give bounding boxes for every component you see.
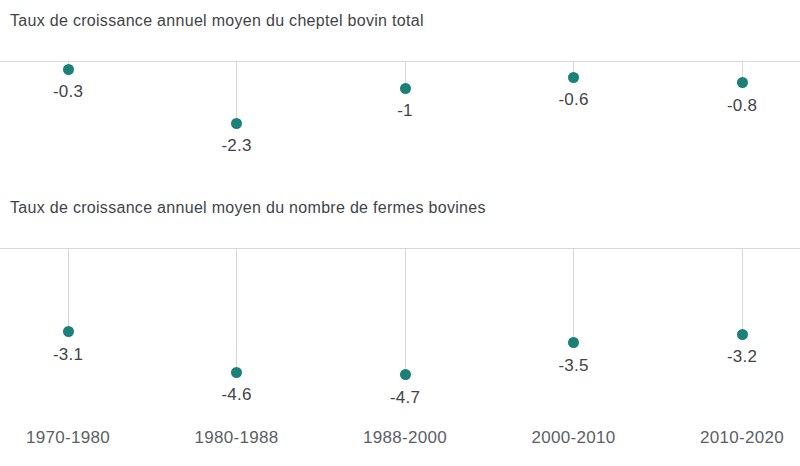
data-point-dot: [737, 77, 748, 88]
value-label: -3.2: [697, 347, 787, 367]
value-label: -4.6: [192, 385, 282, 405]
data-point-dot: [568, 337, 579, 348]
stem-line: [236, 61, 237, 123]
data-point-dot: [400, 369, 411, 380]
x-axis-tick-label: 1988-2000: [330, 428, 480, 448]
value-label: -3.5: [529, 356, 619, 376]
x-axis-tick-label: 1980-1988: [162, 428, 312, 448]
value-label: -0.3: [23, 82, 113, 102]
data-point-dot: [568, 72, 579, 83]
dual-lollipop-chart: Taux de croissance annuel moyen du chept…: [0, 0, 800, 466]
value-label: -1: [360, 101, 450, 121]
chart-title-cheptel-bovin: Taux de croissance annuel moyen du chept…: [10, 11, 424, 31]
value-label: -4.7: [360, 388, 450, 408]
value-label: -0.6: [529, 90, 619, 110]
stem-line: [236, 248, 237, 372]
value-label: -3.1: [23, 345, 113, 365]
data-point-dot: [400, 83, 411, 94]
x-axis-tick-label: 2000-2010: [499, 428, 649, 448]
data-point-dot: [63, 326, 74, 337]
data-point-dot: [231, 367, 242, 378]
value-label: -2.3: [192, 136, 282, 156]
x-axis-tick-label: 1970-1980: [0, 428, 143, 448]
x-axis-tick-label: 2010-2020: [667, 428, 800, 448]
data-point-dot: [737, 329, 748, 340]
x-axis-line-top-chart: [0, 61, 800, 62]
x-axis-line-bottom-chart: [0, 248, 800, 249]
stem-line: [742, 248, 743, 334]
stem-line: [405, 248, 406, 375]
chart-title-fermes-bovines: Taux de croissance annuel moyen du nombr…: [10, 198, 486, 218]
value-label: -0.8: [697, 96, 787, 116]
stem-line: [68, 248, 69, 332]
data-point-dot: [63, 64, 74, 75]
stem-line: [573, 248, 574, 343]
data-point-dot: [231, 118, 242, 129]
